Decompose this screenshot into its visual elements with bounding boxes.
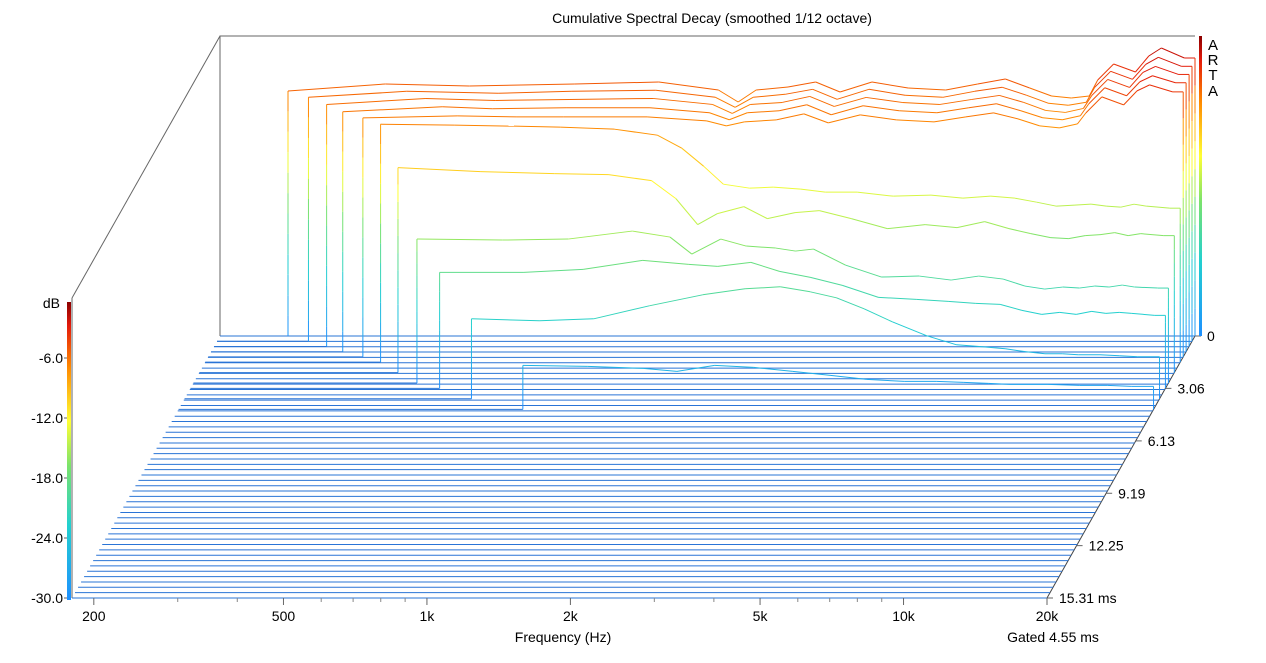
svg-text:A: A [1208, 83, 1218, 100]
time-tick-label: 0 [1207, 328, 1215, 344]
decay-slice [220, 47, 1196, 337]
x-tick-label: 200 [82, 608, 106, 624]
top-depth-edge [71, 35, 221, 299]
decay-slice [184, 286, 1161, 400]
gate-label: Gated 4.55 ms [1007, 629, 1099, 645]
time-tick-label: 12.25 [1089, 538, 1124, 554]
db-tick-label: -30.0 [31, 590, 63, 606]
decay-slice [199, 167, 1175, 374]
time-axis: 0 3.06 6.13 9.19 12.25 15.31 ms [1047, 328, 1215, 606]
right-color-scale-bar [1199, 36, 1202, 336]
color-scale-bar [67, 302, 71, 600]
db-axis-label: dB [43, 295, 60, 311]
time-tick-label: 15.31 ms [1059, 590, 1117, 606]
frequency-axis: 200 500 1k 2k 5k 10k 20k [82, 598, 1059, 624]
svg-text:R: R [1208, 52, 1219, 69]
x-tick-label: 2k [563, 608, 579, 624]
db-tick-label: -24.0 [31, 530, 63, 546]
back-wall [219, 35, 1195, 336]
x-tick-label: 5k [753, 608, 769, 624]
decay-slice [211, 75, 1187, 353]
decay-curves [178, 47, 1196, 410]
decay-slice [193, 230, 1169, 384]
svg-text:A: A [1208, 37, 1218, 54]
db-tick-label: -6.0 [39, 350, 63, 366]
chart-title: Cumulative Spectral Decay (smoothed 1/12… [552, 10, 872, 26]
right-depth-edge [1046, 335, 1196, 599]
decay-slice [205, 123, 1181, 363]
x-tick-label: 20k [1036, 608, 1060, 624]
decay-slice [214, 65, 1190, 347]
decay-slice [178, 364, 1155, 410]
x-tick-label: 1k [420, 608, 436, 624]
x-tick-label: 10k [892, 608, 916, 624]
decay-slice [208, 84, 1184, 358]
db-tick-label: -12.0 [31, 410, 63, 426]
time-tick-label: 3.06 [1177, 380, 1204, 396]
time-tick-label: 6.13 [1148, 433, 1175, 449]
decay-slice [217, 56, 1193, 342]
db-tick-label: -18.0 [31, 470, 63, 486]
svg-text:T: T [1208, 67, 1217, 84]
time-tick-label: 9.19 [1118, 485, 1145, 501]
decay-slice [190, 259, 1166, 389]
plot-frame [71, 35, 1196, 599]
db-axis: -6.0 -12.0 -18.0 -24.0 -30.0 [31, 350, 69, 606]
brand-mark: A R T A [1208, 37, 1219, 100]
x-tick-label: 500 [272, 608, 296, 624]
floor-slices [72, 335, 1195, 599]
x-axis-label: Frequency (Hz) [515, 629, 611, 645]
